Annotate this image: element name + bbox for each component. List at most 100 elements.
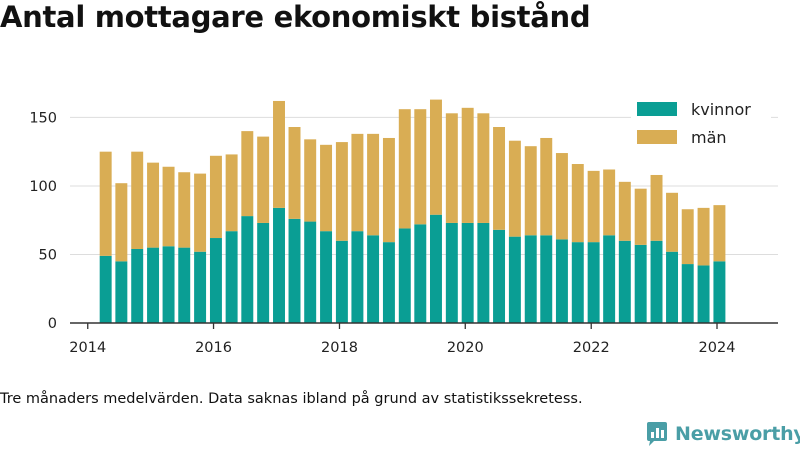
bar-kvinnor — [288, 218, 301, 323]
bar-man — [508, 140, 521, 237]
bar-man — [429, 99, 442, 215]
bar-kvinnor — [429, 214, 442, 323]
bar-man — [147, 162, 160, 248]
bars — [99, 99, 726, 323]
y-tick-label: 100 — [29, 179, 57, 195]
brand[interactable]: Newsworthy — [645, 420, 800, 448]
bar-kvinnor — [618, 240, 631, 323]
bar-man — [241, 131, 254, 217]
bar-man — [335, 142, 348, 241]
bar-kvinnor — [697, 265, 710, 323]
bar-kvinnor — [445, 222, 458, 323]
bar-man — [257, 136, 270, 223]
bar-kvinnor — [666, 251, 679, 323]
bar-kvinnor — [304, 221, 317, 323]
bar-man — [555, 153, 568, 240]
legend: kvinnor män — [631, 95, 771, 151]
stacked-bar-chart: 0 50 100 150 2014 2016 2018 2020 2022 2024 kvinno… — [29, 95, 778, 356]
bar-man — [162, 166, 175, 247]
bar-kvinnor — [209, 238, 222, 323]
legend-label: män — [691, 128, 727, 147]
bar-kvinnor — [335, 240, 348, 323]
bar-man — [398, 109, 411, 229]
legend-label: kvinnor — [691, 100, 751, 119]
bar-kvinnor — [555, 239, 568, 323]
bar-kvinnor — [351, 231, 364, 323]
bar-kvinnor — [367, 235, 380, 323]
x-tick-label: 2016 — [195, 340, 232, 356]
bar-kvinnor — [194, 251, 207, 323]
brand-name: Newsworthy — [675, 423, 800, 445]
footnote: Tre månaders medelvärden. Data saknas ib… — [0, 391, 583, 407]
bar-kvinnor — [147, 247, 160, 323]
bar-man — [681, 209, 694, 265]
bar-man — [209, 155, 222, 239]
bar-man — [540, 137, 553, 236]
bar-man — [320, 144, 333, 232]
bar-kvinnor — [273, 207, 285, 323]
bar-kvinnor — [99, 255, 112, 323]
bar-kvinnor — [508, 236, 521, 323]
bar-man — [288, 127, 301, 219]
bar-kvinnor — [650, 240, 663, 323]
axes: 0 50 100 150 2014 2016 2018 2020 2022 2024 — [29, 110, 778, 356]
bar-kvinnor — [162, 246, 175, 323]
bar-man — [477, 113, 490, 223]
bar-man — [603, 169, 616, 236]
bar-man — [697, 207, 710, 266]
bar-man — [99, 151, 112, 256]
bar-man — [351, 133, 364, 232]
bar-kvinnor — [178, 247, 191, 323]
bar-kvinnor — [131, 248, 144, 323]
bar-kvinnor — [587, 242, 600, 323]
bar-man — [178, 172, 191, 248]
y-tick-label: 50 — [39, 247, 57, 263]
legend-swatch — [637, 130, 677, 144]
legend-swatch — [637, 102, 677, 116]
bar-man — [618, 181, 631, 241]
bar-man — [115, 183, 128, 262]
bar-man — [634, 188, 647, 245]
bar-kvinnor — [603, 235, 616, 323]
chart-title: Antal mottagare ekonomiskt bistånd — [0, 0, 591, 34]
newsworthy-logo-icon — [647, 422, 667, 446]
bar-man — [382, 137, 395, 243]
bar-man — [650, 174, 663, 241]
bar-man — [131, 151, 144, 249]
bar-kvinnor — [461, 222, 474, 323]
bar-man — [493, 127, 506, 230]
bar-man — [273, 100, 285, 208]
bar-kvinnor — [115, 261, 128, 323]
bar-kvinnor — [414, 224, 427, 323]
bar-kvinnor — [257, 222, 270, 323]
bar-kvinnor — [225, 231, 238, 323]
bar-kvinnor — [241, 216, 254, 323]
x-tick-label: 2018 — [321, 340, 358, 356]
bar-man — [194, 173, 207, 252]
bar-man — [713, 205, 726, 262]
bar-man — [367, 133, 380, 236]
bar-kvinnor — [493, 229, 506, 323]
x-tick-label: 2022 — [573, 340, 610, 356]
x-tick-label: 2014 — [69, 340, 106, 356]
bar-kvinnor — [681, 264, 694, 323]
bar-kvinnor — [634, 244, 647, 323]
bar-man — [225, 154, 238, 232]
bar-man — [304, 139, 317, 222]
x-tick-label: 2020 — [447, 340, 484, 356]
bar-kvinnor — [713, 261, 726, 323]
bar-kvinnor — [571, 242, 584, 323]
bar-kvinnor — [398, 228, 411, 323]
bar-man — [666, 192, 679, 252]
bar-man — [414, 109, 427, 225]
bar-kvinnor — [540, 235, 553, 323]
bar-man — [587, 170, 600, 243]
bar-kvinnor — [477, 222, 490, 323]
y-tick-label: 0 — [48, 316, 57, 332]
bar-man — [461, 107, 474, 223]
y-tick-label: 150 — [29, 110, 57, 126]
bar-kvinnor — [320, 231, 333, 323]
bar-kvinnor — [524, 235, 537, 323]
bar-man — [524, 146, 537, 236]
bar-kvinnor — [382, 242, 395, 323]
